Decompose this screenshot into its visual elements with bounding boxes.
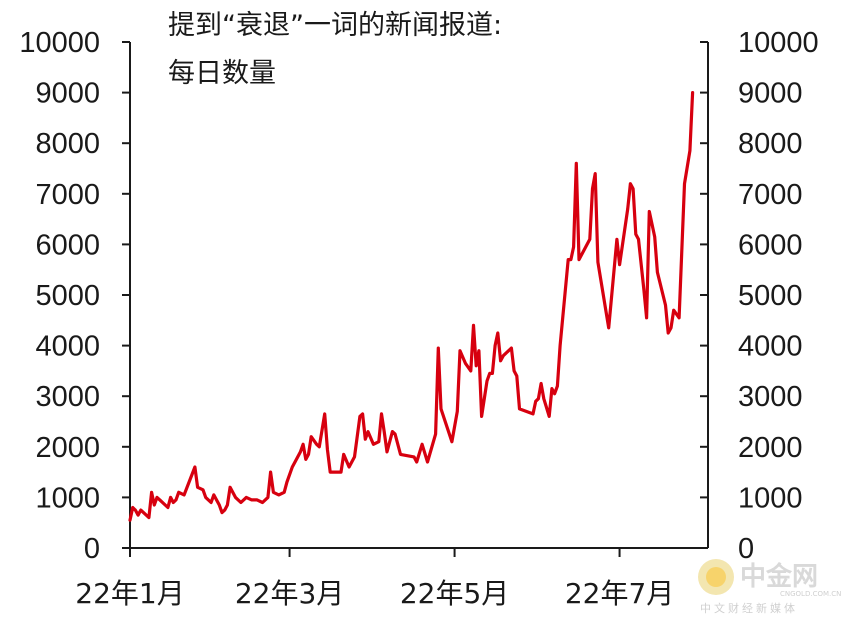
watermark-logo: 中金网 CNGOLD.COM.CN 中文财经新媒体 <box>698 559 841 615</box>
y-tick-label-left: 2000 <box>35 432 100 464</box>
series-layer <box>128 90 695 522</box>
x-tick-label: 22年1月 <box>75 577 184 610</box>
y-tick-label-right: 1000 <box>738 482 803 514</box>
chart-title: 提到“衰退”一词的新闻报道: 每日数量 <box>168 10 502 89</box>
y-tick-label-left: 9000 <box>35 78 100 110</box>
chart-title-line-2: 每日数量 <box>168 58 276 89</box>
watermark-domain: CNGOLD.COM.CN <box>780 590 841 598</box>
y-tick-label-right: 8000 <box>738 128 803 160</box>
y-tick-label-right: 5000 <box>738 280 803 312</box>
y-tick-label-left: 3000 <box>35 381 100 413</box>
y-tick-label-right: 2000 <box>738 432 803 464</box>
watermark-name: 中金网 <box>740 561 818 592</box>
y-tick-label-left: 0 <box>84 533 100 565</box>
y-tick-label-right: 10000 <box>738 27 819 59</box>
x-tick-label: 22年5月 <box>400 577 509 610</box>
x-tick-label: 22年3月 <box>235 577 344 610</box>
y-axis-right-labels: 0 1000 2000 3000 4000 5000 6000 7000 8000 9000 100… <box>738 27 819 565</box>
chart-title-line-1: 提到“衰退”一词的新闻报道: <box>168 10 502 41</box>
x-tick-label: 22年7月 <box>565 577 674 610</box>
y-tick-label-left: 5000 <box>35 280 100 312</box>
y-tick-label-right: 7000 <box>738 179 803 211</box>
axes <box>122 41 709 557</box>
y-tick-label-right: 4000 <box>738 331 803 363</box>
y-tick-label-right: 3000 <box>738 381 803 413</box>
y-tick-label-left: 4000 <box>35 331 100 363</box>
y-tick-label-left: 8000 <box>35 128 100 160</box>
y-tick-label-right: 6000 <box>738 229 803 261</box>
watermark-tagline: 中文财经新媒体 <box>700 601 798 615</box>
y-tick-label-right: 9000 <box>738 78 803 110</box>
y-tick-label-left: 1000 <box>35 482 100 514</box>
x-axis-labels: 22年1月 22年3月 22年5月 22年7月 <box>75 577 674 610</box>
y-axis-left-labels: 0 1000 2000 3000 4000 5000 6000 7000 8000 9000 100… <box>19 27 100 565</box>
y-tick-label-left: 7000 <box>35 179 100 211</box>
series-line <box>128 90 695 522</box>
y-tick-label-right: 0 <box>738 533 754 565</box>
y-tick-label-left: 10000 <box>19 27 100 59</box>
watermark-logo-icon-inner <box>706 567 726 587</box>
y-tick-label-left: 6000 <box>35 229 100 261</box>
